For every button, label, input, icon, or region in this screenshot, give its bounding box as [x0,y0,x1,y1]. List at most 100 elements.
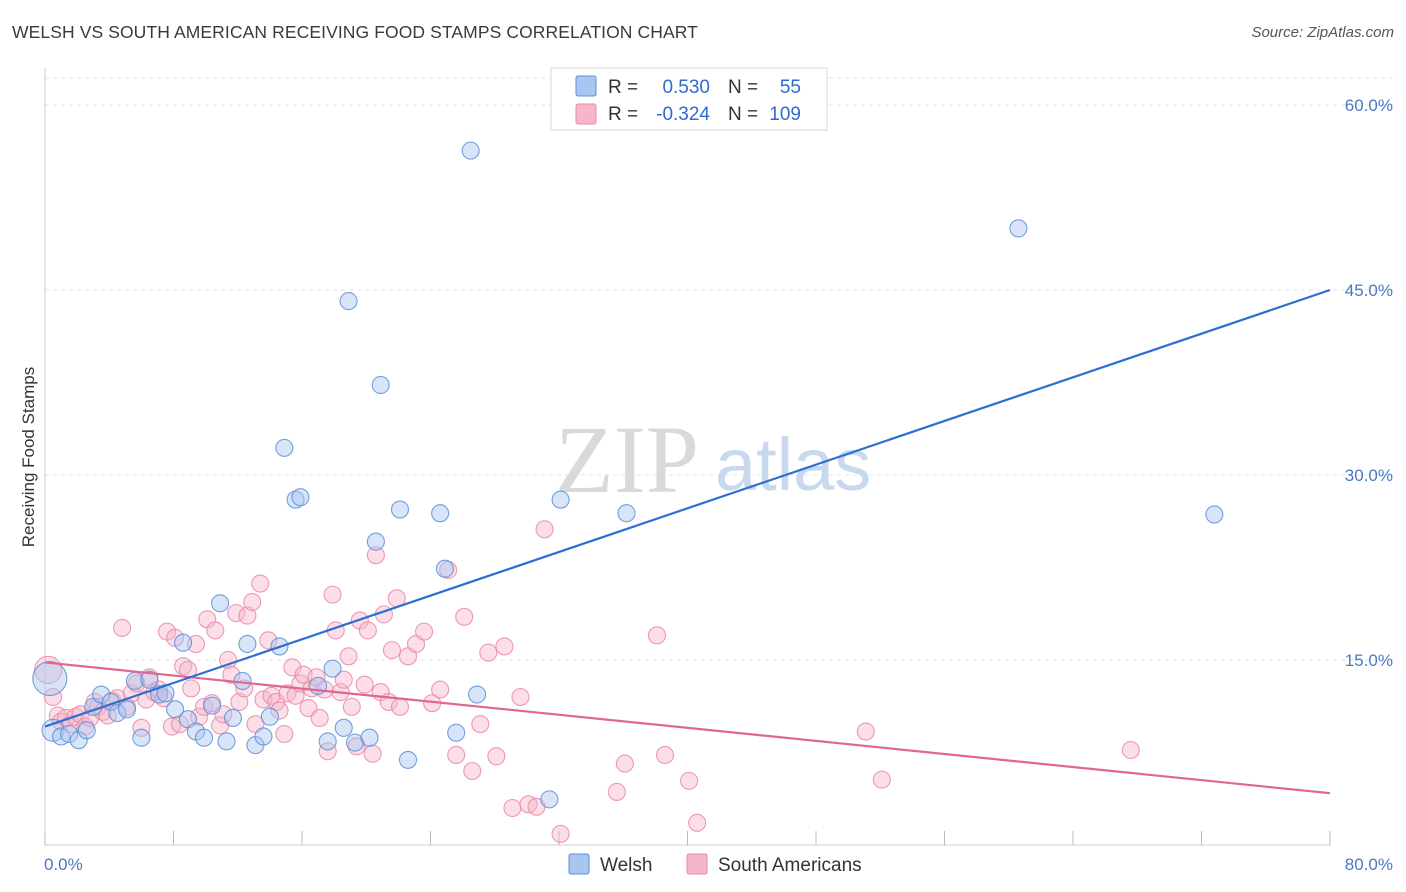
south-americans-point [43,687,63,707]
south-americans-point [535,520,554,539]
welsh-point [1009,219,1028,238]
south-americans-point [243,592,262,612]
welsh-point [371,375,390,395]
south-americans-point [487,747,506,766]
south-americans-point [190,707,209,726]
chart-title: WELSH VS SOUTH AMERICAN RECEIVING FOOD S… [12,22,698,42]
welsh-point [223,708,242,728]
welsh-point [431,504,450,523]
south-americans-point [503,798,522,818]
y-tick-labels: 15.0% 30.0% 45.0% 60.0% [1345,96,1393,670]
south-americans-point [182,679,201,698]
south-americans-point [495,637,514,656]
south-americans-point [688,813,707,832]
welsh-point [92,685,111,704]
south-americans-point [447,745,466,765]
welsh-point [32,660,68,697]
welsh-point [461,141,480,160]
y-tick-label: 45.0% [1345,281,1393,300]
welsh-point [203,696,222,715]
south-americans-point [390,697,410,716]
south-americans-point [259,631,278,650]
south-americans-point [186,634,206,654]
legend-welsh-n-value: 55 [780,77,801,98]
south-americans-point [363,744,382,763]
legend-welsh-r-label: R = [608,77,638,98]
south-americans-point [382,641,402,660]
legend-sa-n-label: N = [728,104,758,125]
trend-lines [44,288,1331,795]
welsh-point [366,532,385,551]
x-tick-label-max: 80.0% [1345,855,1393,874]
south-americans-point [238,606,257,625]
south-americans-point [206,621,225,640]
welsh-point [551,490,570,509]
welsh-point [318,732,337,751]
grid-lines [45,77,1393,661]
south-americans-point [339,647,358,666]
welsh-point [217,732,236,751]
legend-box [550,67,828,131]
south-americans-points [34,520,1140,843]
welsh-point [617,504,636,523]
south-americans-point [479,643,498,662]
welsh-point [77,721,96,740]
south-americans-point [230,692,249,711]
south-americans-point [431,680,450,699]
welsh-point [60,724,79,744]
welsh-point [254,727,273,746]
south-americans-point [1121,740,1140,760]
welsh-point [540,790,559,809]
south-americans-trend-line [44,661,1331,795]
south-americans-point [219,650,238,670]
welsh-point [468,685,487,704]
south-americans-point [856,722,875,741]
welsh-point [360,728,379,747]
welsh-point [166,700,185,719]
welsh-point [132,728,151,747]
welsh-point [117,700,136,719]
welsh-point [345,733,365,752]
welsh-point [390,500,410,519]
welsh-point [286,490,305,509]
south-americans-point [222,665,241,684]
south-americans-point [415,622,434,641]
welsh-point [194,728,214,747]
south-americans-point [227,604,246,623]
south-americans-point [607,782,626,802]
welsh-point [323,659,342,678]
south-americans-point [647,626,667,645]
south-americans-point [655,745,675,765]
welsh-point [211,594,230,613]
south-americans-point [262,686,281,705]
welsh-point [447,723,466,742]
legend-welsh-swatch [575,75,597,97]
x-tick-label-min: 0.0% [44,855,83,874]
south-americans-point [275,724,294,744]
chart-source: Source: ZipAtlas.com [1251,24,1394,41]
welsh-point [174,633,193,652]
legend-sa-r-value: -0.324 [656,104,710,125]
welsh-point [398,750,418,769]
south-americans-point [358,621,377,640]
welsh-trend-line [44,288,1331,728]
south-americans-point [463,761,482,781]
welsh-point [238,634,257,654]
south-americans-point [680,771,699,790]
legend-sa-swatch [575,103,597,125]
y-tick-label: 60.0% [1345,96,1393,115]
series-legend-welsh-swatch [568,853,590,875]
series-legend-welsh-label: Welsh [600,855,652,876]
legend-welsh-r-value: 0.530 [662,77,710,98]
south-americans-point [318,742,337,761]
welsh-point [339,292,358,311]
welsh-point [435,559,455,578]
welsh-point [291,488,310,507]
series-legend-sa-label: South Americans [718,855,862,876]
south-americans-point [132,718,151,737]
y-axis-title: Receiving Food Stamps [19,367,38,547]
legend-welsh-n-label: N = [728,77,758,98]
south-americans-point [310,708,329,728]
x-ticks [44,831,1331,845]
